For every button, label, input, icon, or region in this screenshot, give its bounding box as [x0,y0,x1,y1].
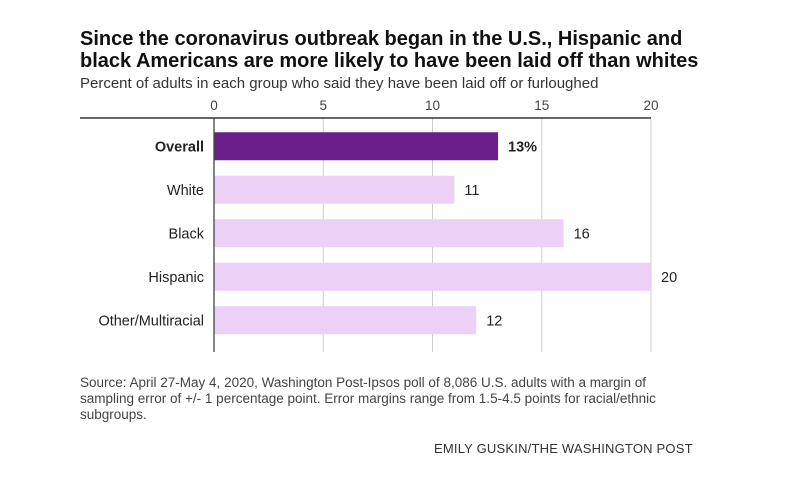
category-label: Other/Multiracial [98,313,204,329]
bar [214,132,499,161]
x-tick-label: 5 [319,98,327,113]
chart-title: Since the coronavirus outbreak began in … [80,28,699,72]
x-tick-label: 15 [534,98,549,113]
bar [214,219,564,248]
x-tick-label: 20 [643,98,658,113]
category-label: Black [169,226,205,242]
data-label: 20 [661,270,677,286]
data-label: 12 [486,313,502,329]
data-label: 16 [574,226,590,242]
bar [214,175,455,204]
category-label: Overall [155,139,204,155]
bar [214,306,477,335]
x-tick-label: 10 [425,98,440,113]
source-note: Source: April 27-May 4, 2020, Washington… [80,375,656,422]
data-label: 13% [508,139,537,155]
chart-subtitle: Percent of adults in each group who said… [80,75,599,92]
category-label: White [167,183,204,199]
credit-line: EMILY GUSKIN/THE WASHINGTON POST [434,441,693,456]
category-label: Hispanic [148,270,204,286]
x-tick-label: 0 [210,98,218,113]
data-label: 11 [464,183,479,199]
bar [214,262,651,291]
